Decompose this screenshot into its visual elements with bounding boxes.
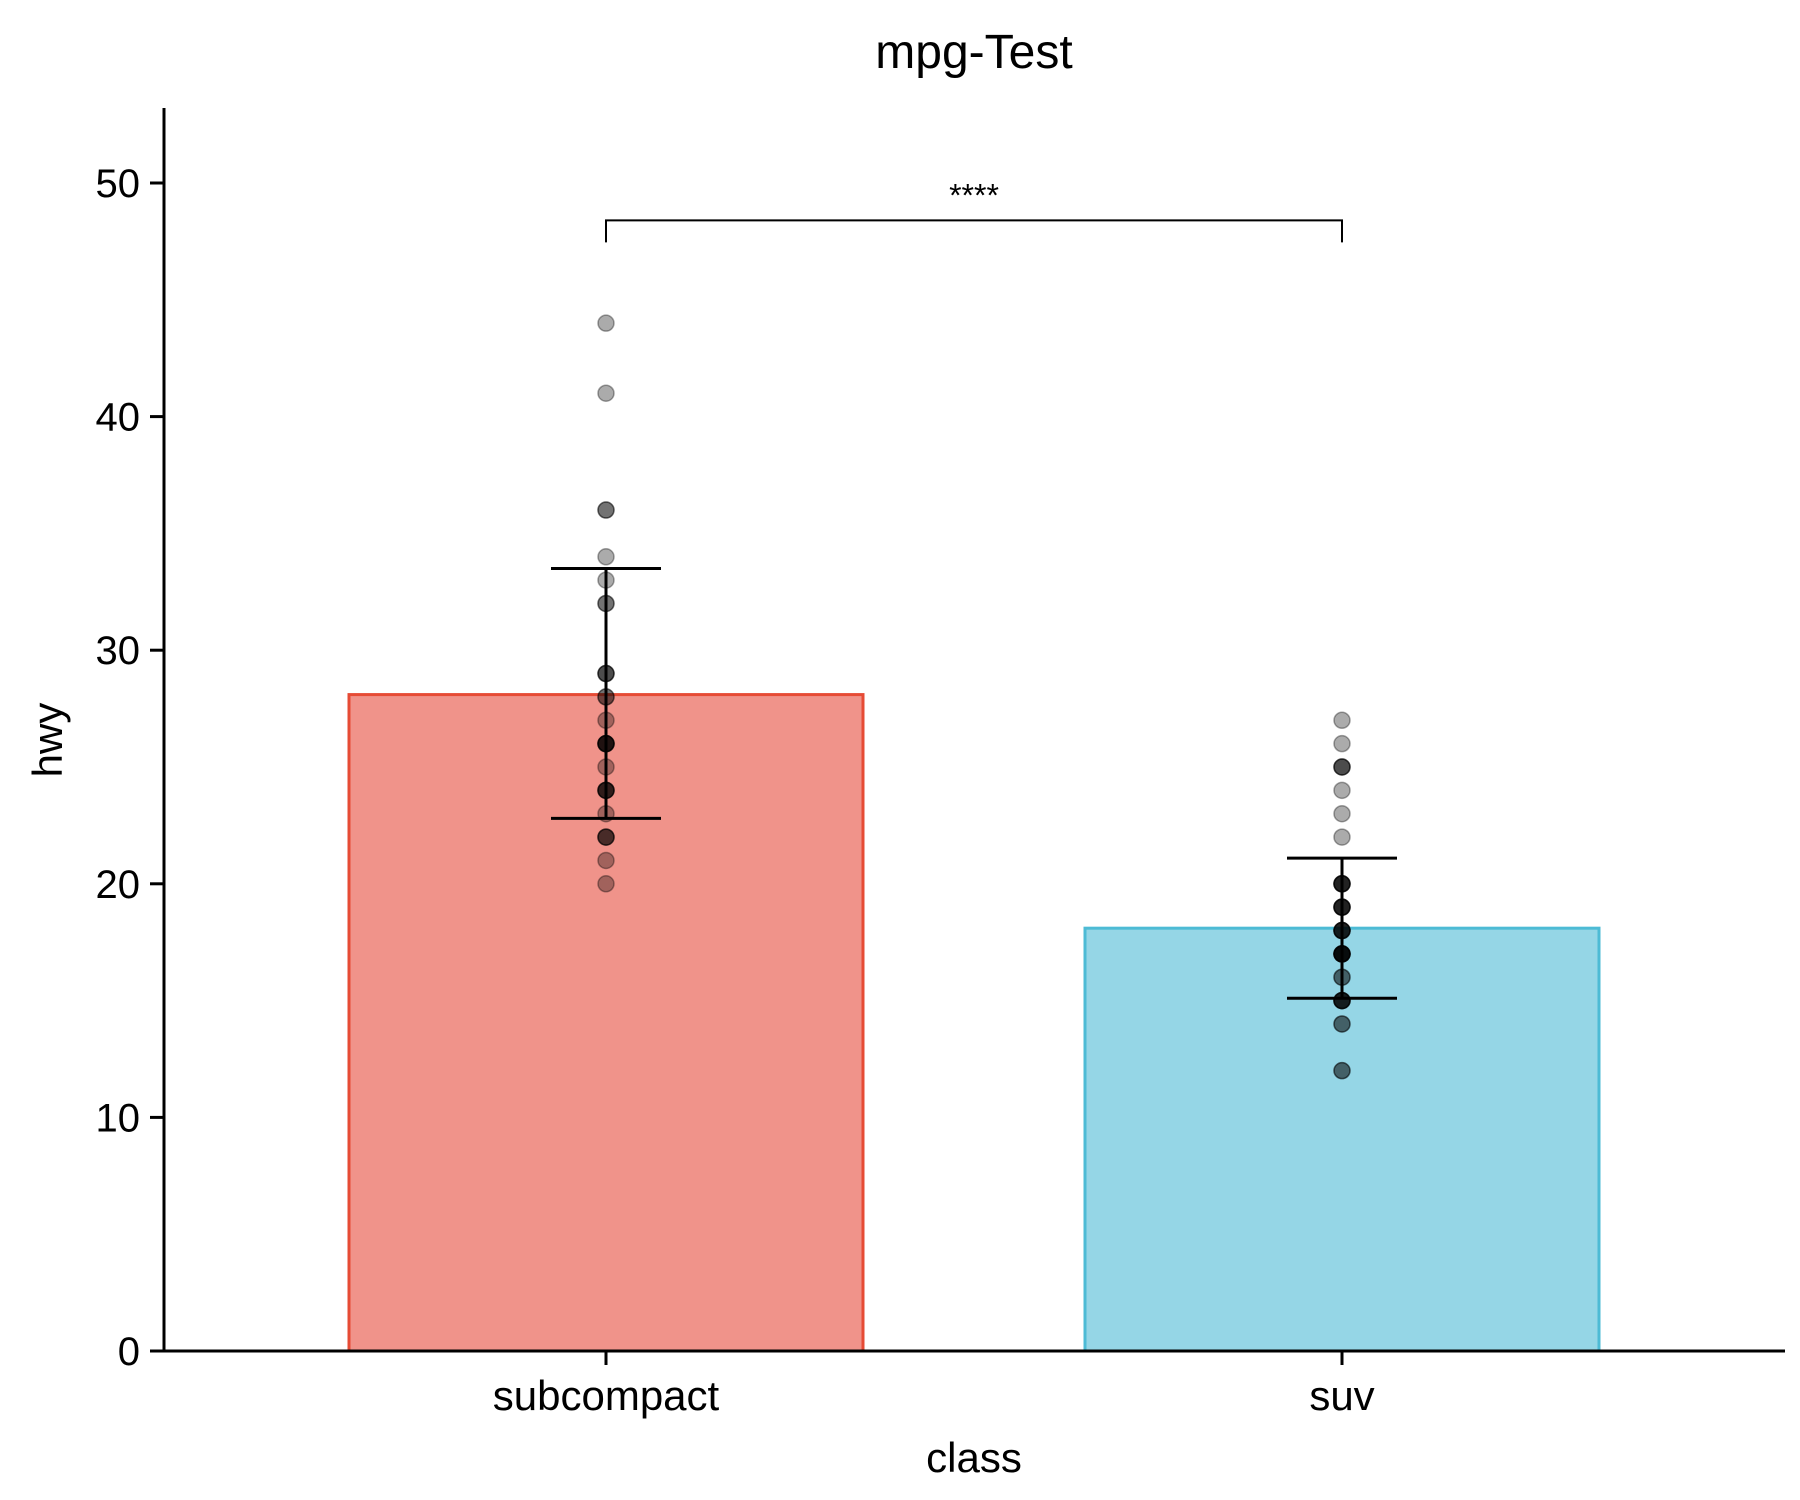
data-point [597,828,615,846]
y-tick-label: 40 [96,396,141,440]
data-point [1333,1061,1351,1080]
data-point [597,501,615,519]
data-point [597,384,615,402]
y-tick-label: 20 [96,863,141,907]
y-axis-label: hwy [24,703,71,778]
data-point [597,828,615,846]
data-point [597,851,615,870]
data-point [597,828,615,846]
plot-area: **** [347,177,1601,1353]
data-point [1333,1015,1351,1033]
significance-label: **** [949,177,999,213]
data-point [1333,711,1351,730]
data-point [1333,804,1351,823]
y-tick-label: 50 [96,162,141,206]
data-point [597,875,615,893]
data-point [1333,758,1351,776]
significance-line [605,219,1343,243]
y-tick-label: 10 [96,1096,141,1140]
error-bar-subcompact [551,566,661,820]
y-tick-label: 30 [96,629,141,673]
significance-bracket: **** [605,177,1343,243]
x-axis-label: class [926,1434,1022,1481]
x-axis-ticks: subcompact suv [493,1351,1375,1419]
data-point [1333,734,1351,753]
data-point [1333,781,1351,800]
data-point [597,548,615,566]
data-point [1333,828,1351,846]
data-point [1333,1015,1351,1033]
y-axis-ticks: 0 10 20 30 40 50 [96,162,164,1374]
data-point [1333,758,1351,776]
chart-title: mpg-Test [875,26,1072,79]
x-tick-label: subcompact [493,1372,720,1419]
data-point [597,314,615,332]
data-point [1333,1061,1351,1080]
error-bar-suv [1287,856,1397,1000]
x-tick-label: suv [1309,1372,1374,1419]
data-point [597,501,615,519]
y-tick-label: 0 [118,1330,140,1374]
data-point [1333,758,1351,776]
